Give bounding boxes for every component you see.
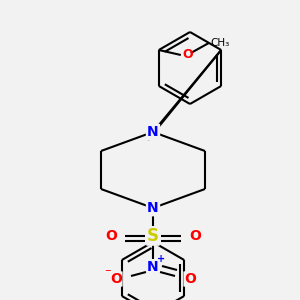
- Text: ⁻: ⁻: [104, 268, 110, 281]
- Text: O: O: [183, 49, 194, 62]
- Text: +: +: [157, 254, 165, 264]
- Text: O: O: [110, 272, 122, 286]
- Text: CH₃: CH₃: [211, 38, 230, 48]
- Text: N: N: [147, 260, 159, 274]
- Text: O: O: [105, 229, 117, 243]
- Text: O: O: [184, 272, 196, 286]
- Text: S: S: [147, 227, 159, 245]
- Text: N: N: [147, 125, 159, 139]
- Text: O: O: [189, 229, 201, 243]
- Text: N: N: [147, 201, 159, 215]
